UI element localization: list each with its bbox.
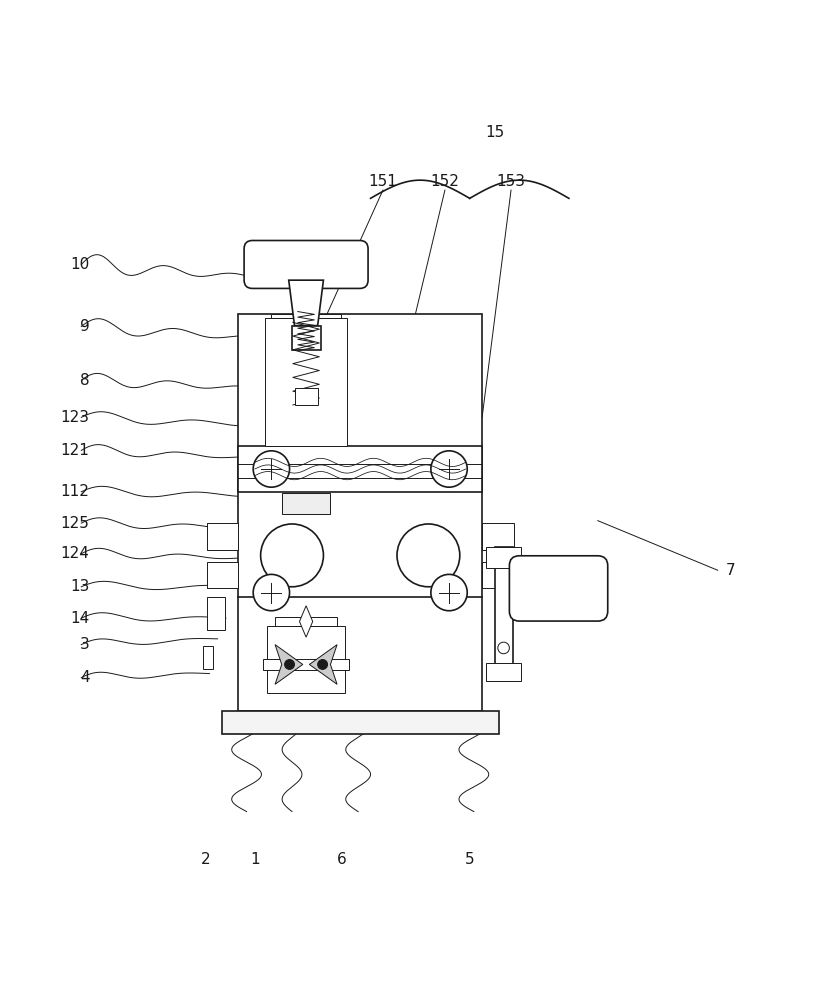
Text: 121: 121: [61, 443, 90, 458]
Text: 123: 123: [61, 410, 90, 425]
Polygon shape: [275, 645, 303, 684]
Circle shape: [318, 660, 328, 669]
Circle shape: [397, 524, 460, 587]
Text: 15: 15: [485, 125, 504, 140]
Bar: [282, 493, 330, 514]
Circle shape: [431, 574, 468, 611]
Bar: [292, 326, 320, 350]
FancyBboxPatch shape: [509, 556, 607, 621]
Bar: [494, 547, 513, 681]
Circle shape: [285, 660, 295, 669]
Polygon shape: [289, 280, 324, 326]
Text: 6: 6: [337, 852, 346, 867]
Bar: [486, 547, 521, 568]
Circle shape: [498, 642, 509, 654]
Circle shape: [253, 574, 290, 611]
Bar: [222, 711, 498, 734]
Text: 9: 9: [80, 319, 90, 334]
Bar: [295, 388, 318, 405]
Polygon shape: [300, 606, 313, 637]
Bar: [486, 663, 521, 681]
Text: 151: 151: [369, 174, 398, 189]
Text: 152: 152: [430, 174, 459, 189]
Bar: [271, 314, 341, 479]
Text: 124: 124: [61, 546, 90, 561]
Bar: [207, 523, 238, 550]
Bar: [265, 318, 348, 446]
Text: 112: 112: [61, 484, 90, 499]
Polygon shape: [310, 645, 337, 684]
Bar: [267, 626, 345, 693]
Text: 2: 2: [201, 852, 210, 867]
Bar: [238, 446, 482, 492]
Text: 125: 125: [61, 516, 90, 531]
Bar: [482, 562, 513, 588]
Text: 153: 153: [497, 174, 526, 189]
FancyBboxPatch shape: [244, 240, 368, 288]
Circle shape: [260, 524, 324, 587]
Text: 5: 5: [465, 852, 474, 867]
Text: 14: 14: [71, 611, 90, 626]
Bar: [207, 562, 238, 588]
Bar: [482, 523, 513, 550]
Bar: [203, 646, 213, 669]
Bar: [275, 617, 337, 626]
Text: 10: 10: [71, 257, 90, 272]
Text: 1: 1: [250, 852, 260, 867]
Text: 3: 3: [80, 637, 90, 652]
Text: 7: 7: [726, 563, 735, 578]
Text: 8: 8: [80, 373, 90, 388]
Circle shape: [431, 451, 468, 487]
Text: 13: 13: [70, 579, 90, 594]
Circle shape: [253, 451, 290, 487]
Bar: [207, 597, 225, 630]
Text: 4: 4: [80, 670, 90, 685]
Bar: [263, 659, 349, 670]
Bar: [238, 314, 482, 711]
